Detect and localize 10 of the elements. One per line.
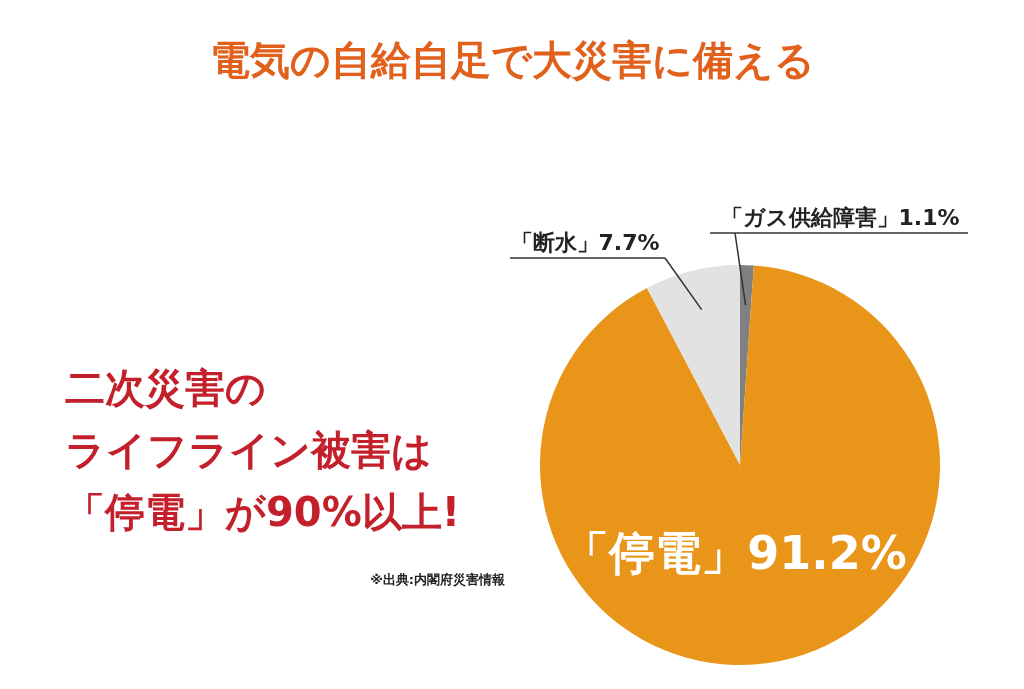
slice-label: 「ガス供給障害」1.1% (720, 205, 960, 230)
slice-label: 「断水」7.7% (510, 230, 660, 255)
slice-label: 「停電」91.2% (563, 526, 907, 580)
text: ライフライン被害は (65, 427, 432, 473)
text: 二次災害の (65, 365, 266, 411)
pie-slice (540, 265, 940, 665)
pie-slice (646, 265, 740, 465)
text: 「停電」が90%以上! (65, 489, 460, 535)
chart-title: 電気の自給自足で大災害に備える (209, 37, 815, 83)
text: ※出典:内閣府災害情報 (370, 572, 506, 587)
